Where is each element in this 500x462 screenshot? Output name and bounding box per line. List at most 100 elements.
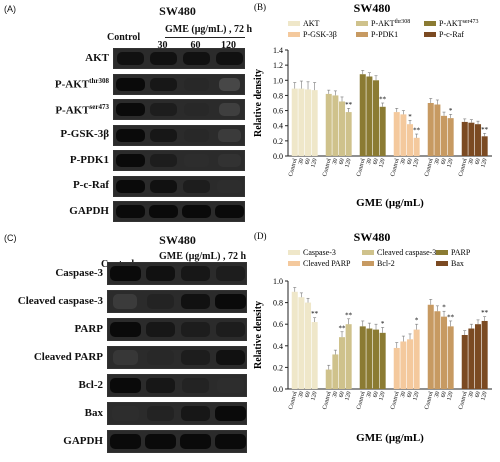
x-tick-label: 30 [366, 391, 373, 398]
blot-band [146, 322, 175, 337]
y-tick-label: 0.8 [273, 299, 283, 308]
blot-band [146, 406, 175, 421]
bar [468, 328, 475, 389]
blot-band [116, 179, 145, 193]
x-tick-label: Control [356, 391, 367, 411]
legend-swatch [424, 21, 436, 26]
control-label: Control [107, 32, 141, 43]
blot-band [116, 205, 145, 218]
y-tick-label: 0.6 [273, 107, 283, 116]
x-tick-label: 60 [441, 158, 448, 165]
blot-band [182, 52, 211, 65]
x-tick-label: Control [390, 391, 401, 411]
legend-label: PARP [451, 248, 471, 257]
chart-d: (D) SW480 Caspase-3 Cleaved caspase-3 PARP Cl… [253, 230, 492, 444]
y-tick-label: 1.0 [273, 277, 283, 286]
legend-label-sup: ser473 [463, 19, 479, 25]
row-label: Cleaved PARP [33, 350, 103, 363]
y-tick-label: 0.6 [273, 320, 283, 329]
x-tick-label: 60 [441, 391, 448, 398]
blot-band [183, 179, 210, 193]
legend-label: AKT [303, 19, 320, 28]
blot-band [215, 205, 244, 218]
blot-band [147, 350, 174, 365]
x-tick-label: 60 [339, 391, 346, 398]
bar [434, 104, 441, 156]
significance-star: * [408, 113, 412, 121]
row-label: Bcl-2 [78, 378, 103, 391]
x-tick-label: 60 [305, 391, 312, 398]
significance-star: ** [345, 101, 353, 109]
row-label: P-GSK-3β [60, 128, 109, 140]
significance-star: * [415, 317, 419, 325]
x-tick-label: 30 [332, 391, 339, 398]
blot-band [149, 52, 178, 65]
bar [393, 347, 400, 389]
bar [305, 302, 312, 389]
x-tick-label: Control [458, 391, 469, 411]
blot-band [183, 103, 210, 116]
y-tick-label: 0.0 [273, 152, 283, 161]
x-tick-label: 30 [434, 391, 441, 398]
legend-label: Caspase-3 [303, 248, 336, 257]
blot-band [150, 103, 177, 116]
x-tick-label: 60 [339, 158, 346, 165]
x-tick-label: 60 [407, 391, 414, 398]
dose-label: 60 [190, 40, 201, 51]
bar [468, 122, 475, 156]
significance-star: * [381, 320, 385, 328]
row-label: Cleaved caspase-3 [17, 294, 103, 307]
legend-swatch [436, 250, 448, 255]
bar [373, 329, 380, 389]
x-tick-label: Control [390, 158, 401, 178]
bar [481, 320, 488, 389]
row-label: Caspase-3 [55, 266, 103, 279]
panel-letter: (D) [254, 231, 267, 241]
significance-star: ** [379, 96, 387, 104]
bar [366, 328, 373, 389]
dose-label: 30 [157, 40, 168, 51]
blot-band [116, 128, 145, 142]
legend-label: P-AKTser473 [439, 19, 479, 28]
legend-label: P-GSK-3β [303, 30, 337, 39]
row-label: AKT [85, 51, 109, 64]
bar [345, 324, 352, 389]
bar [407, 124, 414, 156]
bar [400, 114, 407, 156]
legend-label: Bax [451, 259, 464, 268]
blot-band [218, 128, 241, 142]
x-axis-label: GME (μg/mL) [356, 197, 424, 209]
row-label-sup: ser473 [89, 102, 109, 111]
chart-title: SW480 [354, 230, 391, 244]
panel-a-letter: (A) [4, 4, 16, 14]
blot-band [110, 266, 141, 281]
blot-band [215, 406, 246, 421]
x-tick-label: 30 [298, 391, 305, 398]
legend-label: Cleaved PARP [303, 259, 351, 268]
significance-star: ** [311, 310, 319, 318]
blot-row [107, 262, 247, 285]
x-tick-label: 120 [344, 158, 352, 168]
row-label: GAPDH [69, 204, 109, 217]
y-axis-label: Relative density [253, 69, 264, 137]
x-tick-label: 120 [378, 158, 386, 168]
chart-title: SW480 [354, 1, 391, 15]
significance-star: * [442, 304, 446, 312]
y-axis-label: Relative density [253, 301, 264, 369]
blot-band [217, 154, 242, 167]
bar [379, 106, 386, 156]
x-tick-label: Control [288, 158, 299, 178]
blot-row [107, 318, 247, 341]
x-tick-label: 120 [412, 391, 420, 401]
x-tick-label: 120 [378, 391, 386, 401]
x-tick-label: 60 [475, 391, 482, 398]
blot-row [113, 175, 245, 197]
blot-band [146, 294, 175, 309]
bar [339, 337, 346, 389]
blot-band [146, 378, 175, 393]
x-tick-label: 60 [373, 391, 380, 398]
x-tick-label: Control [288, 391, 299, 411]
legend-label-sup: thr308 [395, 19, 411, 25]
bar [400, 341, 407, 389]
significance-star: ** [481, 309, 489, 317]
